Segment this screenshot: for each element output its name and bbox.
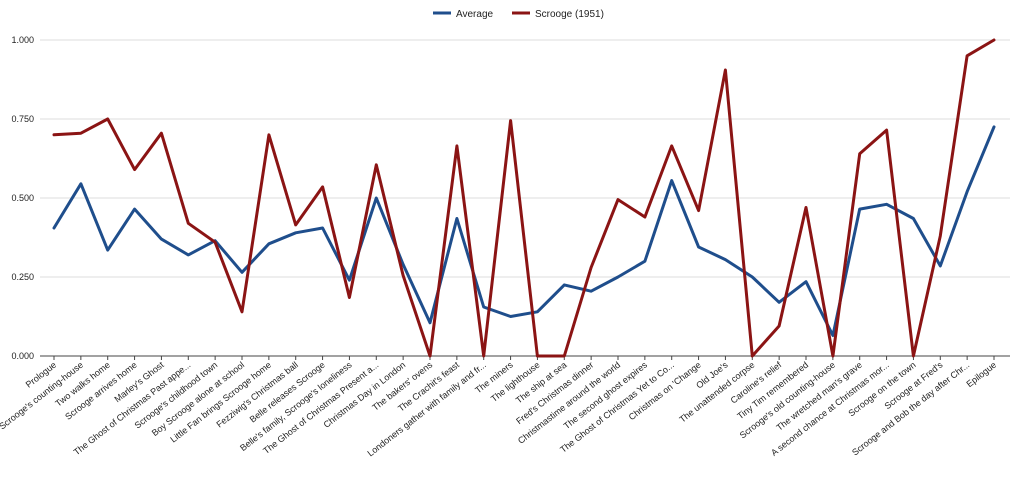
legend-scrooge-label: Scrooge (1951) [535,9,604,20]
legend: Average Scrooge (1951) [433,9,604,20]
y-tick-label: 1.000 [11,35,34,45]
grid [40,39,1010,357]
y-tick-label: 0.250 [11,272,34,282]
series-lines [52,38,996,358]
y-tick-label: 0.000 [11,351,34,361]
y-tick-label: 0.750 [11,114,34,124]
x-tick-label: Epilogue [964,360,998,389]
legend-average-label: Average [456,9,494,20]
y-tick-label: 0.500 [11,193,34,203]
y-axis-ticks: 0.000 0.250 0.500 0.750 1.000 [11,35,34,361]
series-line-scrooge [52,38,996,358]
